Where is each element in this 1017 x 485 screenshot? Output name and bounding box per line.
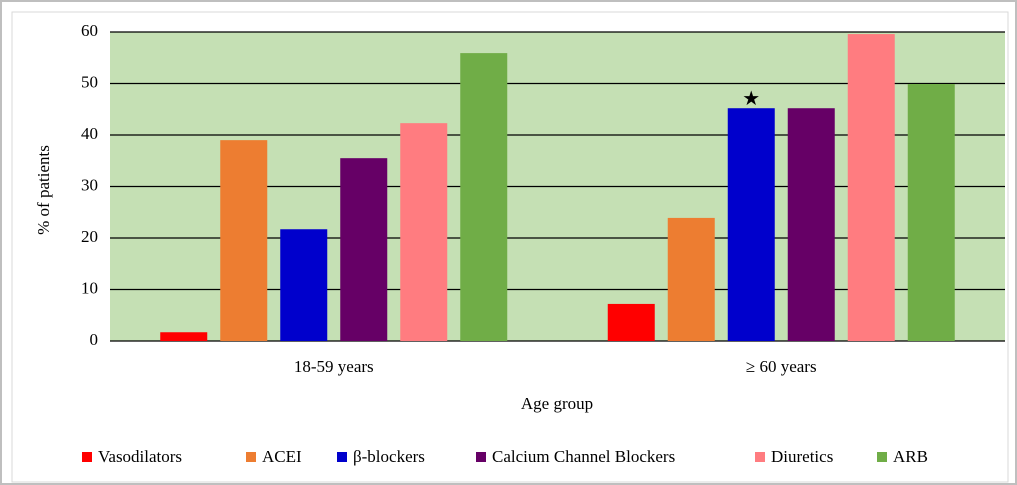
y-tick-label: 0 [90,330,99,349]
bar [220,140,268,341]
y-tick-label: 60 [81,21,98,40]
legend-swatch [476,452,486,462]
legend-label: Calcium Channel Blockers [492,447,675,466]
y-tick-label: 40 [81,124,98,143]
y-tick-label: 30 [81,175,98,194]
bar [160,332,208,341]
bar [667,217,715,341]
legend-swatch [337,452,347,462]
legend-swatch [877,452,887,462]
bar [727,108,775,341]
bar [340,158,388,341]
legend-label: ARB [893,447,928,466]
legend-swatch [755,452,765,462]
bar [280,229,328,341]
legend-label: Diuretics [771,447,833,466]
bar [460,53,508,342]
legend-label: ACEI [262,447,302,466]
x-axis-label: Age group [521,394,593,413]
y-tick-label: 20 [81,227,98,246]
bar [907,84,955,341]
y-axis-label: % of patients [34,145,53,235]
bar [787,108,835,341]
y-tick-label: 10 [81,278,98,297]
bar [847,34,895,342]
annotation: ★ [742,88,760,110]
bar [607,303,655,341]
y-tick-label: 50 [81,72,98,91]
legend-label: β-blockers [353,447,425,466]
bar [400,123,448,341]
x-tick-label: ≥ 60 years [746,357,817,376]
x-tick-label: 18-59 years [294,357,374,376]
legend-label: Vasodilators [98,447,182,466]
legend-swatch [246,452,256,462]
legend-swatch [82,452,92,462]
